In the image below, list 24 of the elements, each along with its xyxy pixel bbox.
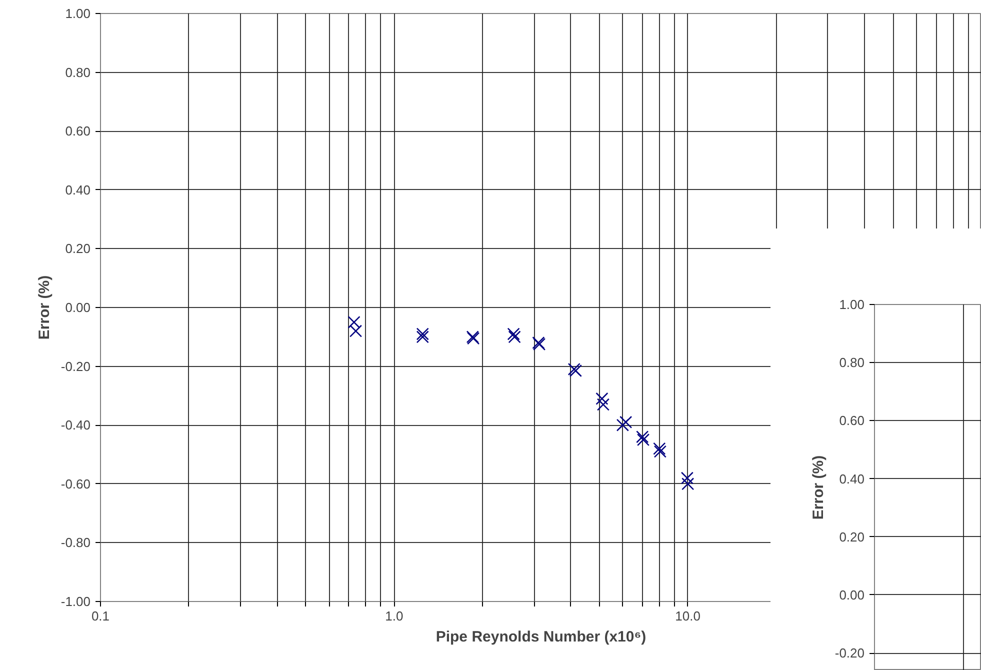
x-axis-title: Pipe Reynolds Number (x10⁶) <box>436 628 646 646</box>
y-tick-label: 0.20 <box>65 241 91 256</box>
y-tick-label: 0.00 <box>839 587 865 602</box>
y-tick-label: 0.80 <box>65 64 91 80</box>
y-tick-label: -0.60 <box>60 476 91 492</box>
x-tick-label: 1.0 <box>385 608 404 624</box>
x-tick-label: 0.1 <box>91 608 110 624</box>
y-tick-label: -1.00 <box>60 594 91 609</box>
y-tick-label: -0.40 <box>60 418 91 433</box>
y-tick-label: -0.80 <box>60 535 91 550</box>
y-axis-title: Error (%) <box>810 455 827 520</box>
y-tick-label: 0.80 <box>839 355 865 370</box>
y-tick-label: 0.40 <box>65 182 91 198</box>
y-tick-label: 0.60 <box>839 413 865 428</box>
y-tick-label: 1.00 <box>839 297 865 312</box>
y-tick-label: 0.60 <box>65 124 91 139</box>
y-tick-label: 0.00 <box>65 300 91 315</box>
y-tick-label: 0.20 <box>839 529 865 544</box>
y-tick-label: -0.20 <box>60 358 91 374</box>
y-tick-label: 1.00 <box>65 6 91 21</box>
y-axis-title: Error (%) <box>36 275 53 340</box>
y-tick-label: 0.40 <box>839 471 865 486</box>
y-tick-label: -0.20 <box>834 646 865 661</box>
x-tick-label: 10.0 <box>675 608 700 624</box>
